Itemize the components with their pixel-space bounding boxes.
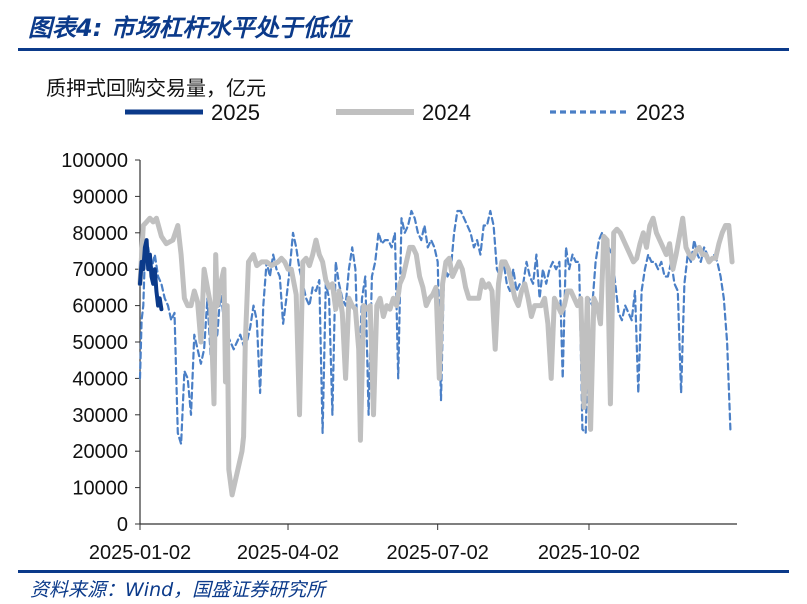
y-tick-label: 20000 (72, 441, 128, 463)
figure-title: 图表4: 市场杠杆水平处于低位 (28, 14, 351, 42)
source-note: 资料来源：Wind，国盛证券研究所 (30, 579, 326, 601)
y-tick-label: 60000 (72, 296, 128, 318)
legend-label-2024: 2024 (422, 100, 471, 125)
y-tick-label: 90000 (72, 186, 128, 208)
y-tick-label: 80000 (72, 223, 128, 245)
y-tick-label: 100000 (61, 150, 128, 172)
legend: 2025 2024 2023 (125, 100, 685, 125)
y-tick-label: 50000 (72, 332, 128, 354)
y-axis-unit-label: 质押式回购交易量，亿元 (46, 76, 266, 100)
figure-header: 图表4: 市场杠杆水平处于低位 (0, 0, 807, 48)
series-line-2025 (138, 238, 164, 312)
x-tick-label: 2025-10-02 (538, 542, 640, 564)
y-tick-label: 0 (117, 514, 128, 536)
legend-label-2023: 2023 (636, 100, 685, 125)
series-layer (137, 209, 735, 498)
y-tick-label: 40000 (72, 368, 128, 390)
y-tick-label: 70000 (72, 259, 128, 281)
axes: 0 10000 20000 30000 40000 50000 60000 70000 8000… (61, 150, 737, 564)
series-line-2023 (138, 209, 732, 445)
x-tick-label: 2025-04-02 (237, 542, 339, 564)
bottom-rule (18, 570, 789, 573)
series-line-2024 (137, 215, 735, 498)
x-tick-label: 2025-07-02 (387, 542, 489, 564)
top-rule (18, 48, 789, 51)
y-tick-label: 30000 (72, 405, 128, 427)
y-tick-label: 10000 (72, 478, 128, 500)
legend-label-2025: 2025 (211, 100, 260, 125)
x-tick-label: 2025-01-02 (89, 542, 191, 564)
